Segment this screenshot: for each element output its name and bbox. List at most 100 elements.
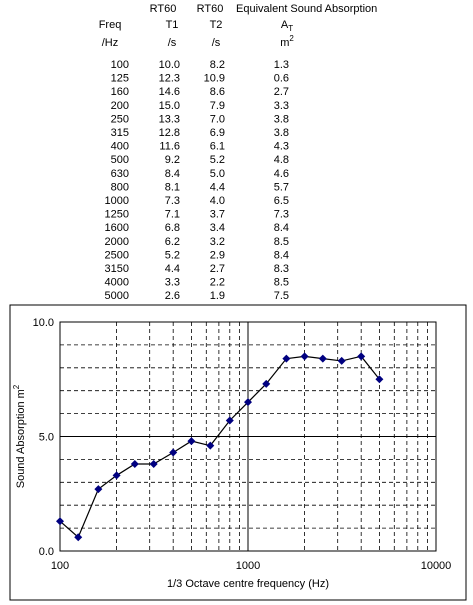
- table-cell: 8.2: [210, 59, 225, 71]
- data-point: [244, 398, 252, 407]
- group-header: RT60: [197, 3, 224, 15]
- table-cell: 7.0: [210, 113, 225, 125]
- table-cell: 10.9: [204, 73, 225, 85]
- x-tick-label: 1000: [236, 560, 260, 572]
- table-cell: 3.8: [274, 113, 289, 125]
- data-point: [130, 459, 139, 468]
- table-cell: 12.8: [159, 127, 180, 139]
- table-cell: 2.2: [210, 277, 225, 289]
- data-point: [112, 471, 121, 480]
- table-cell: 9.2: [165, 154, 180, 166]
- table-cell: 2.7: [210, 263, 225, 275]
- column-header: T2: [210, 19, 223, 31]
- data-point: [318, 354, 327, 363]
- table-cell: 2500: [105, 249, 129, 261]
- table-cell: 4.6: [274, 168, 289, 180]
- text-part: Sound Absorption m: [15, 389, 27, 488]
- column-header: Freq: [99, 19, 122, 31]
- y-tick-label: 10.0: [33, 317, 54, 329]
- table-cell: 200: [111, 100, 129, 112]
- table-cell: 100: [111, 59, 129, 71]
- data-point: [149, 459, 158, 468]
- group-header: RT60: [150, 3, 177, 15]
- table-cell: 7.5: [274, 290, 289, 302]
- column-header: T1: [166, 19, 179, 31]
- table-cell: 12.3: [159, 73, 180, 85]
- table-cell: 250: [111, 113, 129, 125]
- table-cell: 6.8: [165, 222, 180, 234]
- data-point: [94, 485, 103, 494]
- data-point: [74, 533, 83, 542]
- table-cell: 4.8: [274, 154, 289, 166]
- superscript: 2: [289, 34, 294, 43]
- table-cell: 125: [111, 73, 129, 85]
- table-cell: 1.3: [274, 59, 289, 71]
- table-cell: 7.9: [210, 100, 225, 112]
- table-cell: 14.6: [159, 86, 180, 98]
- data-point: [262, 379, 271, 388]
- table-cell: 2.9: [210, 249, 225, 261]
- table-cell: 8.5: [274, 236, 289, 248]
- table-cell: 1.9: [210, 290, 225, 302]
- table-cell: 7.3: [165, 195, 180, 207]
- table-cell: 400: [111, 141, 129, 153]
- table-cell: 3.7: [210, 209, 225, 221]
- x-tick-label: 10000: [421, 560, 452, 572]
- table-cell: 8.6: [210, 86, 225, 98]
- y-tick-label: 0.0: [39, 546, 54, 558]
- table-cell: 3.4: [210, 222, 225, 234]
- data-point: [56, 517, 64, 526]
- text-part: m: [280, 37, 289, 49]
- table-cell: 13.3: [159, 113, 180, 125]
- table-cell: 5000: [105, 290, 129, 302]
- table-cell: 8.4: [274, 222, 289, 234]
- table-cell: 2.6: [165, 290, 180, 302]
- table-cell: 4000: [105, 277, 129, 289]
- column-unit: /s: [212, 37, 221, 49]
- y-tick-label: 5.0: [39, 432, 54, 444]
- table-cell: 0.6: [274, 73, 289, 85]
- x-axis-label: 1/3 Octave centre frequency (Hz): [167, 578, 329, 590]
- column-header: AT: [281, 19, 293, 33]
- table-cell: 4.3: [274, 141, 289, 153]
- table-cell: 3.2: [210, 236, 225, 248]
- x-tick-label: 100: [51, 560, 69, 572]
- column-unit: /s: [168, 37, 177, 49]
- data-point: [375, 375, 384, 384]
- table-cell: 800: [111, 181, 129, 193]
- data-line: [59, 355, 380, 539]
- table-cell: 4.0: [210, 195, 225, 207]
- chart-frame: [9, 304, 467, 601]
- table-cell: 315: [111, 127, 129, 139]
- data-point: [337, 356, 346, 365]
- table-cell: 10.0: [159, 59, 180, 71]
- table-cell: 5.0: [210, 168, 225, 180]
- table-cell: 2.7: [274, 86, 289, 98]
- data-point: [169, 448, 178, 457]
- table-cell: 7.1: [165, 209, 180, 221]
- subscript: T: [288, 24, 293, 33]
- table-cell: 630: [111, 168, 129, 180]
- table-cell: 160: [111, 86, 129, 98]
- table-cell: 3.3: [165, 277, 180, 289]
- table-cell: 5.7: [274, 181, 289, 193]
- superscript: 2: [12, 384, 21, 389]
- table-cell: 8.3: [274, 263, 289, 275]
- table-cell: 4.4: [210, 181, 225, 193]
- table-cell: 15.0: [159, 100, 180, 112]
- table-cell: 7.3: [274, 209, 289, 221]
- table-cell: 6.2: [165, 236, 180, 248]
- table-cell: 4.4: [165, 263, 180, 275]
- table-cell: 8.4: [274, 249, 289, 261]
- table-cell: 6.1: [210, 141, 225, 153]
- data-point: [225, 416, 234, 425]
- table-cell: 8.5: [274, 277, 289, 289]
- table-cell: 1000: [105, 195, 129, 207]
- table-cell: 6.9: [210, 127, 225, 139]
- data-point: [187, 437, 196, 446]
- table-cell: 1600: [105, 222, 129, 234]
- table-cell: 8.4: [165, 168, 180, 180]
- group-header: Equivalent Sound Absorption: [236, 3, 377, 15]
- table-cell: 5.2: [210, 154, 225, 166]
